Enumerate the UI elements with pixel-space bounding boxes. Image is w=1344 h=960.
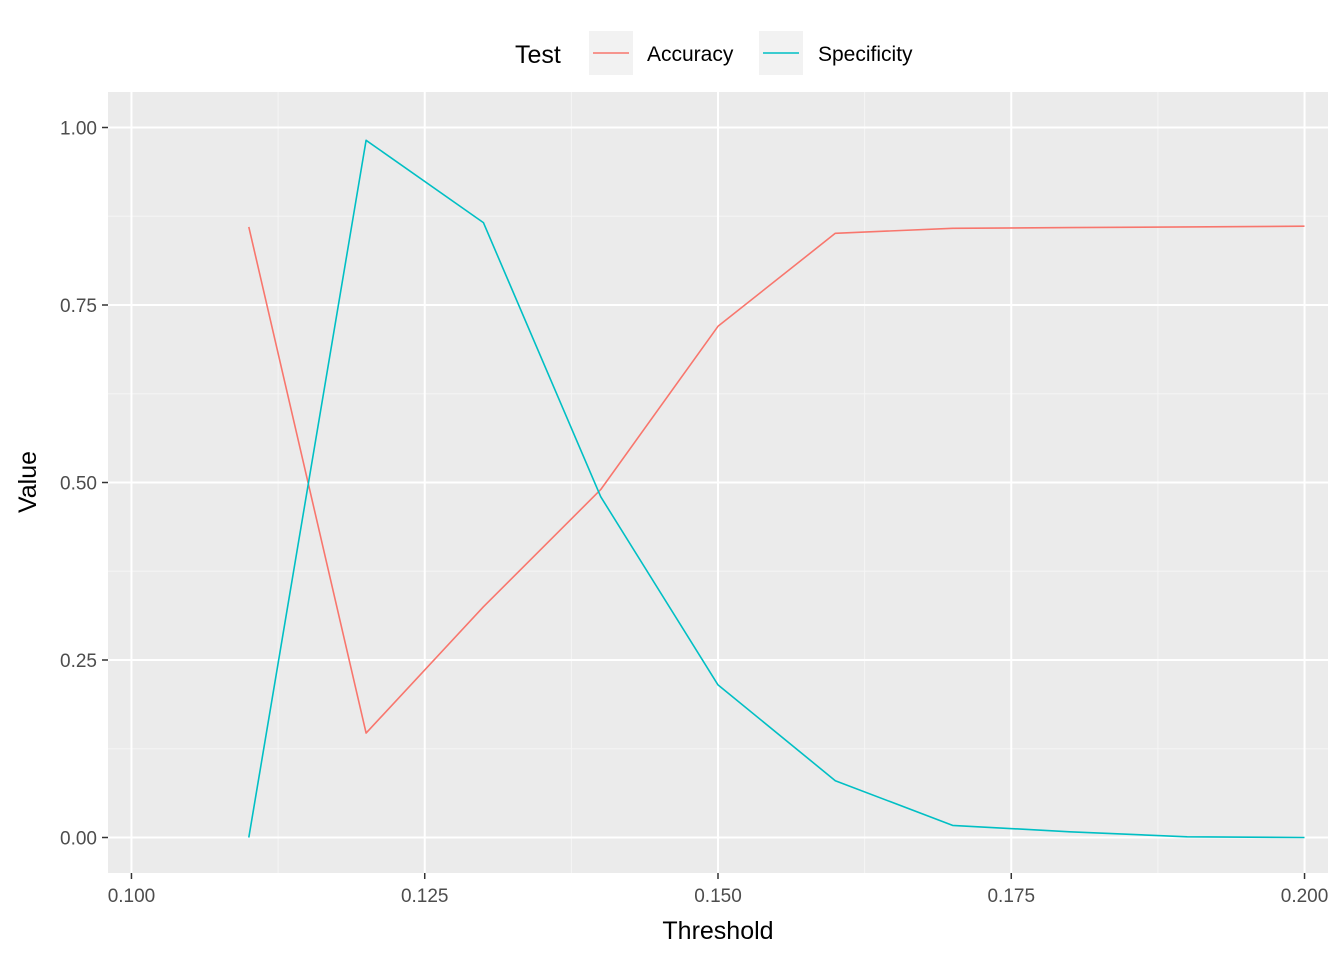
y-axis-title: Value <box>14 451 42 513</box>
y-axis: 0.00 0.25 0.50 0.75 1.00 <box>60 119 108 850</box>
legend-label-specificity: Specificity <box>818 43 913 66</box>
x-axis-title: Threshold <box>662 917 773 945</box>
series-layer <box>248 139 1305 839</box>
legend-label-accuracy: Accuracy <box>647 43 734 66</box>
x-tick-label: 0.150 <box>694 886 742 907</box>
legend-title: Test <box>515 41 561 69</box>
series-line-accuracy <box>248 225 1305 734</box>
x-axis: 0.100 0.125 0.150 0.175 0.200 <box>108 873 1329 907</box>
x-tick-label: 0.100 <box>108 886 156 907</box>
grid-major <box>108 92 1328 873</box>
x-tick-label: 0.175 <box>987 886 1035 907</box>
y-tick-label: 0.25 <box>60 651 97 672</box>
y-tick-label: 1.00 <box>60 119 97 140</box>
x-tick-label: 0.125 <box>401 886 449 907</box>
y-tick-label: 0.75 <box>60 296 97 317</box>
series-line-specificity <box>248 139 1305 839</box>
y-tick-label: 0.00 <box>60 829 97 850</box>
legend: Test Accuracy Specificity <box>515 31 913 75</box>
y-tick-label: 0.50 <box>60 474 97 495</box>
x-tick-label: 0.200 <box>1281 886 1329 907</box>
